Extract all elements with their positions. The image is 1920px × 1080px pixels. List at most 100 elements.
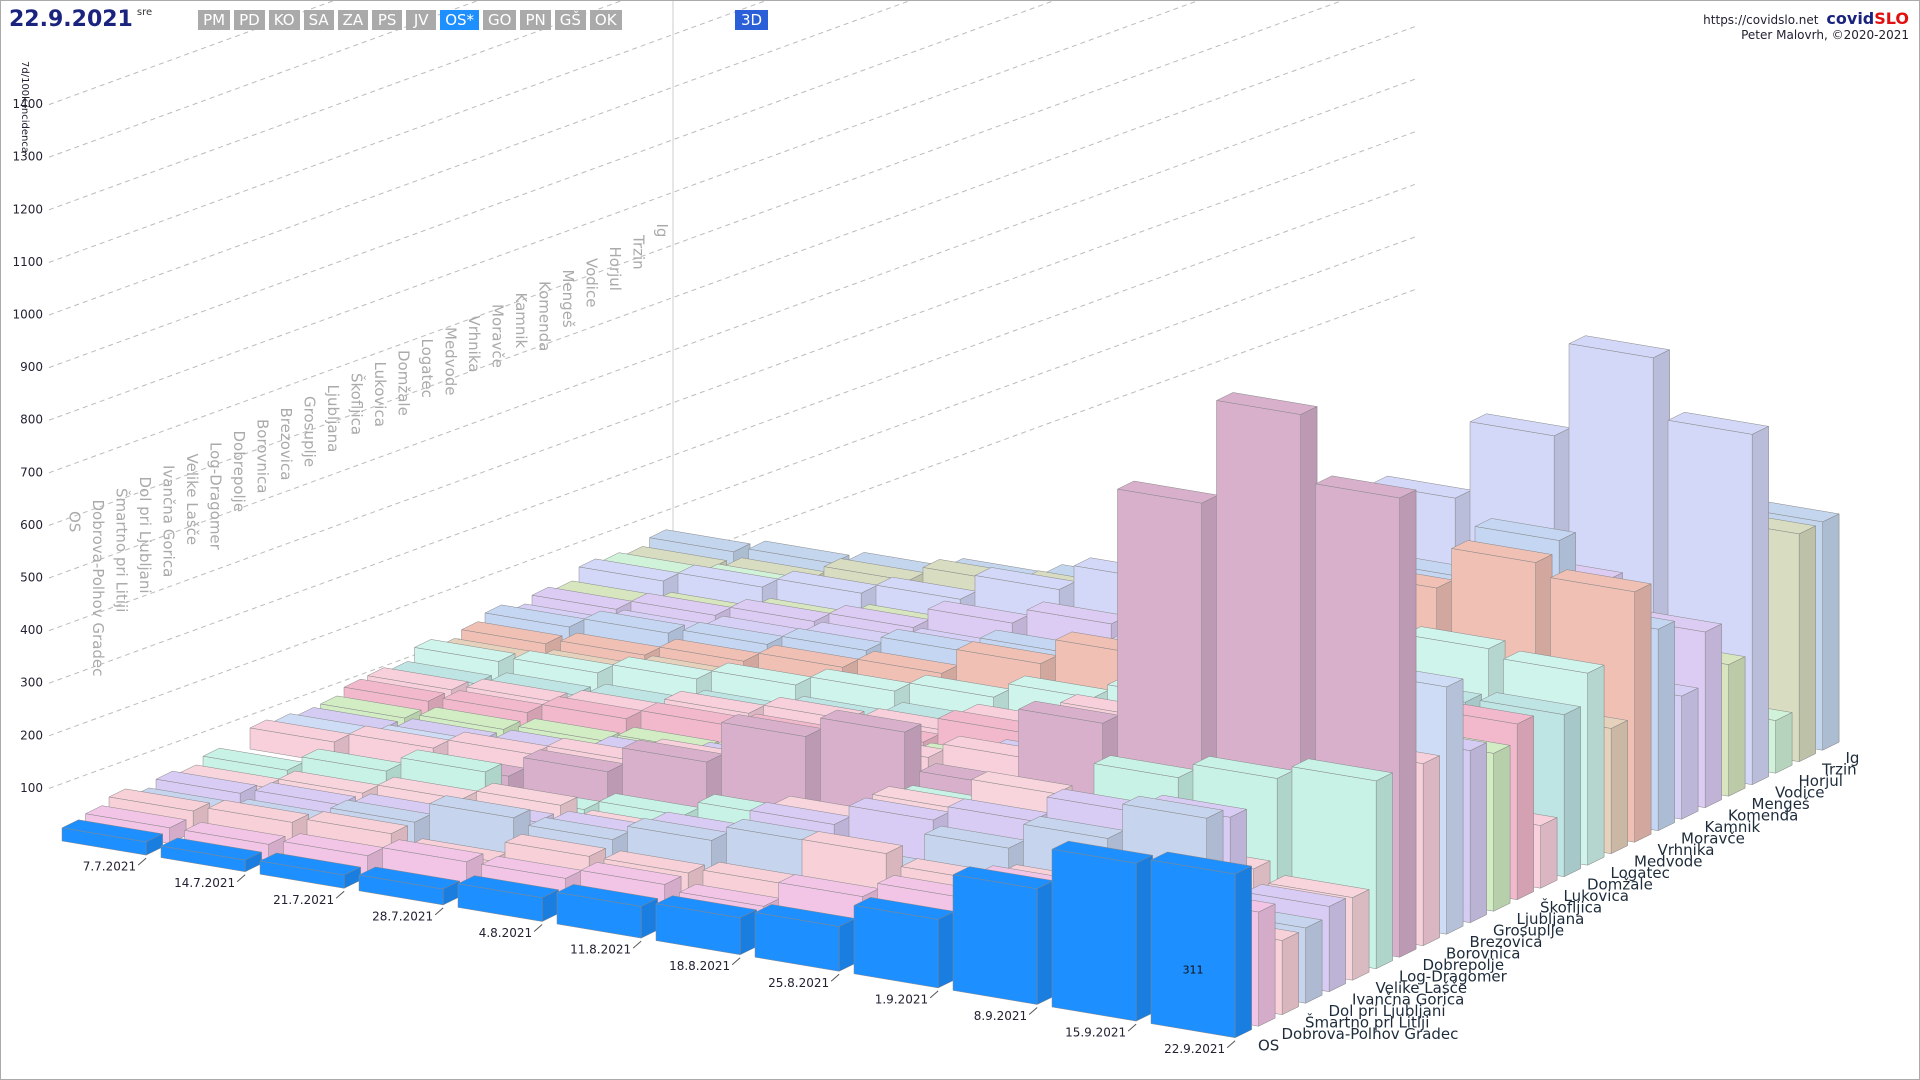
x-tick bbox=[137, 857, 147, 866]
bar-shade bbox=[245, 852, 262, 872]
region-button[interactable]: PS bbox=[372, 10, 403, 30]
y-tick-label: 800 bbox=[20, 413, 43, 427]
y-tick-label: 1200 bbox=[12, 202, 43, 216]
bar bbox=[160, 837, 263, 873]
bar-shade bbox=[1399, 489, 1417, 958]
region-button[interactable]: GŠ bbox=[554, 10, 586, 30]
x-tick-label: 4.8.2021 bbox=[479, 926, 532, 940]
region-button[interactable]: SA bbox=[303, 10, 334, 30]
bar-shade bbox=[1470, 742, 1487, 923]
series-label: Vodice bbox=[1775, 784, 1824, 802]
x-tick bbox=[1028, 1007, 1038, 1015]
y-tick-label: 1400 bbox=[12, 97, 43, 111]
bar-front bbox=[457, 883, 543, 922]
x-tick-label: 14.7.2021 bbox=[174, 876, 235, 890]
bar-front bbox=[160, 845, 246, 873]
series-label: Kamnik bbox=[1705, 818, 1761, 836]
bar-shade bbox=[740, 909, 757, 955]
credits: https://covidslo.net covidSLO Peter Malov… bbox=[1703, 9, 1909, 42]
bar-front bbox=[754, 912, 840, 972]
series-label: Moravče bbox=[1681, 830, 1745, 848]
wall-name: Horjul bbox=[606, 247, 624, 291]
x-tick bbox=[1127, 1023, 1137, 1032]
x-tick bbox=[335, 890, 345, 899]
series-label: Dobrova-Polhov Gradec bbox=[1282, 1025, 1459, 1043]
series-label: Grosuplje bbox=[1493, 922, 1564, 940]
bar-shade bbox=[1037, 880, 1054, 1005]
bar-shade bbox=[1752, 426, 1769, 785]
bar bbox=[259, 852, 362, 889]
series-label: Mengeš bbox=[1752, 795, 1810, 813]
bar-shade bbox=[146, 833, 163, 856]
bar-shade bbox=[1136, 855, 1153, 1022]
wall-name: Velike Lašče bbox=[183, 454, 201, 546]
wall-name: Šmartno pri Litiji bbox=[113, 488, 132, 612]
x-tick bbox=[929, 990, 939, 999]
bar-shade bbox=[344, 867, 361, 889]
bar-front bbox=[556, 892, 642, 939]
bar-shade bbox=[1352, 889, 1370, 981]
weekday: sre bbox=[136, 7, 153, 18]
x-tick-label: 28.7.2021 bbox=[372, 909, 433, 923]
region-button[interactable]: GO bbox=[483, 10, 517, 30]
region-button[interactable]: ZA bbox=[337, 10, 369, 30]
bar-front bbox=[61, 827, 147, 856]
x-tick bbox=[1226, 1040, 1236, 1049]
bar bbox=[655, 895, 758, 956]
series-label: Dol pri Ljubljani bbox=[1329, 1002, 1446, 1020]
region-button[interactable]: OS* bbox=[440, 10, 480, 30]
region-button[interactable]: KO bbox=[268, 10, 300, 30]
region-button[interactable]: PN bbox=[520, 10, 551, 30]
series-label: Komenda bbox=[1728, 807, 1798, 825]
x-tick bbox=[434, 907, 444, 916]
bar-shade bbox=[1446, 678, 1464, 935]
bar bbox=[754, 904, 857, 972]
region-button[interactable]: PM bbox=[198, 10, 231, 30]
series-label: Vrhnika bbox=[1658, 841, 1715, 859]
series-label: OS bbox=[1258, 1037, 1279, 1055]
series-label: Velike Lašče bbox=[1376, 979, 1468, 997]
y-axis-label: 7d/100k incidenca bbox=[19, 61, 30, 153]
bar-shade bbox=[1728, 656, 1746, 797]
wall-name: Dobrepolje bbox=[230, 431, 248, 513]
wall-name: Log-Dragomer bbox=[207, 442, 225, 551]
bar-shade bbox=[1658, 621, 1675, 831]
series-label: Logatec bbox=[1611, 864, 1670, 882]
wall-name: Borovnica bbox=[254, 419, 272, 493]
x-tick-label: 22.9.2021 bbox=[1164, 1042, 1225, 1056]
view-button[interactable]: 3D bbox=[735, 10, 769, 30]
region-button[interactable]: OK bbox=[589, 10, 622, 30]
wall-name: Mengeš bbox=[559, 270, 577, 328]
y-tick-label: 300 bbox=[20, 676, 43, 690]
wall-name: Dol pri Ljubljani bbox=[136, 477, 154, 594]
bar bbox=[1051, 840, 1154, 1022]
region-button[interactable]: JV bbox=[406, 10, 437, 30]
bar bbox=[853, 897, 956, 989]
bar-front bbox=[358, 874, 444, 906]
y-tick-label: 100 bbox=[20, 781, 43, 795]
grid-line bbox=[48, 1, 1343, 474]
bar-shade bbox=[169, 819, 187, 844]
grid-line bbox=[48, 1, 767, 263]
y-tick-label: 1300 bbox=[12, 150, 43, 164]
data-label: 311 bbox=[1183, 964, 1204, 977]
bar-shade bbox=[1305, 919, 1323, 1004]
series-label: Ljubljana bbox=[1517, 910, 1585, 928]
brand-b: SLO bbox=[1874, 9, 1909, 28]
series-label: Horjul bbox=[1799, 772, 1843, 790]
region-button[interactable]: PD bbox=[234, 10, 265, 30]
bar bbox=[358, 866, 461, 906]
bar-shade bbox=[1235, 866, 1252, 1038]
wall-name: Moravče bbox=[489, 304, 507, 368]
y-tick-label: 900 bbox=[20, 360, 43, 374]
bar-front bbox=[259, 860, 345, 889]
wall-name: Brezovica bbox=[277, 408, 295, 481]
bar-shade bbox=[268, 836, 286, 861]
header: 22.9.2021 sre PM PD KO SA ZA PS JV OS* GO PN GŠ OK bbox=[9, 7, 622, 32]
grid-line bbox=[48, 1, 1055, 369]
series-label: Brezovica bbox=[1470, 933, 1543, 951]
bar-shade bbox=[1517, 715, 1534, 900]
series-label: Borovnica bbox=[1446, 945, 1520, 963]
y-tick-label: 500 bbox=[20, 571, 43, 585]
